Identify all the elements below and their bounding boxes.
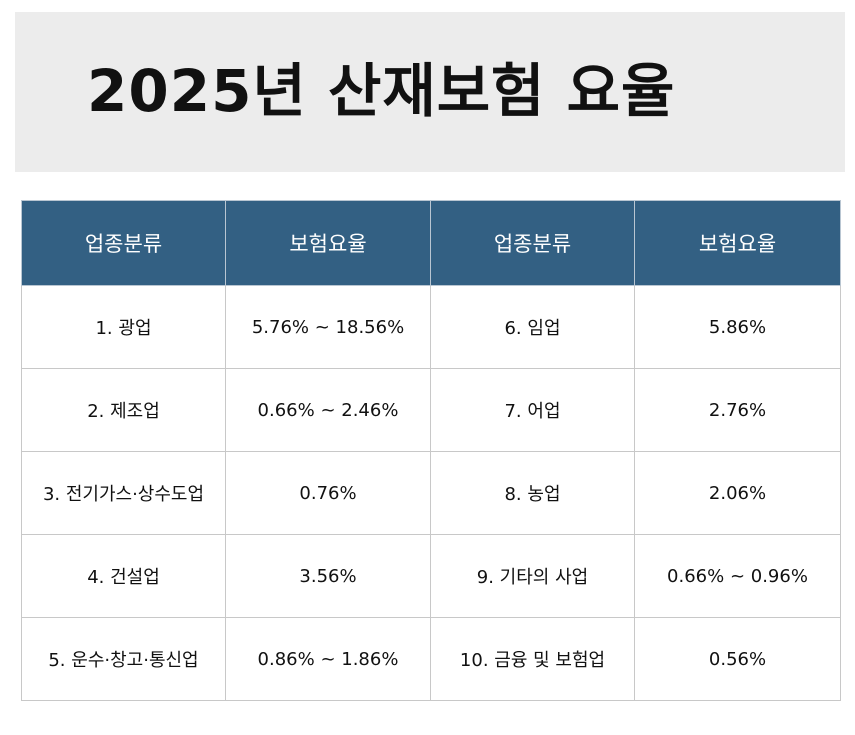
- industry-cell: 10. 금융 및 보험업: [430, 617, 635, 701]
- table-header-row: 업종분류 보험요율 업종분류 보험요율: [21, 200, 841, 286]
- rate-cell: 0.76%: [225, 451, 431, 535]
- industry-cell: 5. 운수·창고·통신업: [21, 617, 226, 701]
- header-rate-left: 보험요율: [225, 200, 431, 286]
- header-industry-left: 업종분류: [21, 200, 226, 286]
- header-industry-right: 업종분류: [430, 200, 635, 286]
- rate-cell: 0.66% ~ 2.46%: [225, 368, 431, 452]
- rate-cell: 5.86%: [634, 285, 841, 369]
- industry-cell: 3. 전기가스·상수도업: [21, 451, 226, 535]
- table-row: 1. 광업 5.76% ~ 18.56% 6. 임업 5.86%: [21, 285, 841, 369]
- industry-cell: 1. 광업: [21, 285, 226, 369]
- title-banner: 2025년 산재보험 요율: [15, 12, 845, 172]
- rate-cell: 5.76% ~ 18.56%: [225, 285, 431, 369]
- table-row: 4. 건설업 3.56% 9. 기타의 사업 0.66% ~ 0.96%: [21, 534, 841, 618]
- table-row: 2. 제조업 0.66% ~ 2.46% 7. 어업 2.76%: [21, 368, 841, 452]
- page-title: 2025년 산재보험 요율: [87, 57, 676, 125]
- industry-cell: 8. 농업: [430, 451, 635, 535]
- rate-cell: 0.56%: [634, 617, 841, 701]
- rate-cell: 2.76%: [634, 368, 841, 452]
- industry-cell: 2. 제조업: [21, 368, 226, 452]
- rate-cell: 2.06%: [634, 451, 841, 535]
- rate-cell: 3.56%: [225, 534, 431, 618]
- rate-cell: 0.86% ~ 1.86%: [225, 617, 431, 701]
- industry-cell: 9. 기타의 사업: [430, 534, 635, 618]
- insurance-rate-table: 업종분류 보험요율 업종분류 보험요율 1. 광업 5.76% ~ 18.56%…: [21, 200, 841, 701]
- table-row: 3. 전기가스·상수도업 0.76% 8. 농업 2.06%: [21, 451, 841, 535]
- industry-cell: 4. 건설업: [21, 534, 226, 618]
- industry-cell: 6. 임업: [430, 285, 635, 369]
- header-rate-right: 보험요율: [634, 200, 841, 286]
- rate-cell: 0.66% ~ 0.96%: [634, 534, 841, 618]
- table-row: 5. 운수·창고·통신업 0.86% ~ 1.86% 10. 금융 및 보험업 …: [21, 617, 841, 701]
- industry-cell: 7. 어업: [430, 368, 635, 452]
